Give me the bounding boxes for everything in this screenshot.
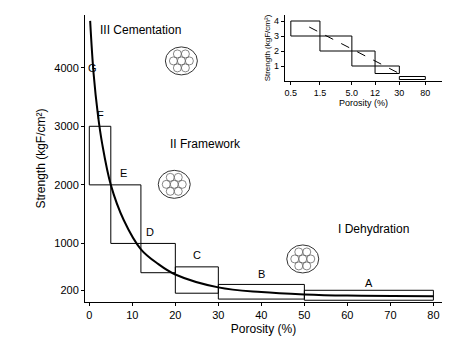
svg-text:4000: 4000 bbox=[54, 62, 78, 74]
svg-text:1: 1 bbox=[274, 61, 279, 71]
svg-text:2000: 2000 bbox=[54, 179, 78, 191]
svg-text:C: C bbox=[193, 249, 201, 261]
svg-text:4: 4 bbox=[274, 16, 279, 26]
svg-text:G: G bbox=[88, 62, 97, 74]
svg-text:III Cementation: III Cementation bbox=[100, 23, 181, 37]
svg-text:Porosity (%): Porosity (%) bbox=[231, 322, 296, 336]
svg-text:Strength (kgF/cm²): Strength (kgF/cm²) bbox=[34, 108, 48, 208]
svg-text:II Framework: II Framework bbox=[170, 137, 241, 151]
svg-text:F: F bbox=[97, 109, 104, 121]
svg-text:1.5: 1.5 bbox=[314, 88, 327, 98]
svg-text:30: 30 bbox=[394, 88, 404, 98]
svg-text:80: 80 bbox=[427, 309, 439, 321]
svg-text:2: 2 bbox=[274, 46, 279, 56]
svg-text:70: 70 bbox=[384, 309, 396, 321]
svg-text:1000: 1000 bbox=[54, 237, 78, 249]
svg-text:Porosity (%): Porosity (%) bbox=[339, 98, 388, 108]
svg-text:20: 20 bbox=[169, 309, 181, 321]
svg-text:3: 3 bbox=[274, 31, 279, 41]
svg-text:80: 80 bbox=[420, 88, 430, 98]
svg-text:3000: 3000 bbox=[54, 120, 78, 132]
svg-text:I Dehydration: I Dehydration bbox=[338, 222, 409, 236]
svg-text:60: 60 bbox=[341, 309, 353, 321]
svg-text:40: 40 bbox=[255, 309, 267, 321]
svg-text:E: E bbox=[120, 167, 127, 179]
svg-text:B: B bbox=[258, 268, 265, 280]
svg-text:12: 12 bbox=[370, 88, 380, 98]
svg-text:30: 30 bbox=[212, 309, 224, 321]
svg-text:200: 200 bbox=[60, 284, 78, 296]
svg-text:D: D bbox=[146, 226, 154, 238]
svg-text:50: 50 bbox=[298, 309, 310, 321]
svg-text:0: 0 bbox=[86, 309, 92, 321]
svg-text:A: A bbox=[365, 277, 373, 289]
svg-text:0.5: 0.5 bbox=[285, 88, 298, 98]
svg-text:5.0: 5.0 bbox=[346, 88, 359, 98]
svg-text:Strength (kgF/cm²): Strength (kgF/cm²) bbox=[263, 14, 272, 81]
svg-text:10: 10 bbox=[126, 309, 138, 321]
